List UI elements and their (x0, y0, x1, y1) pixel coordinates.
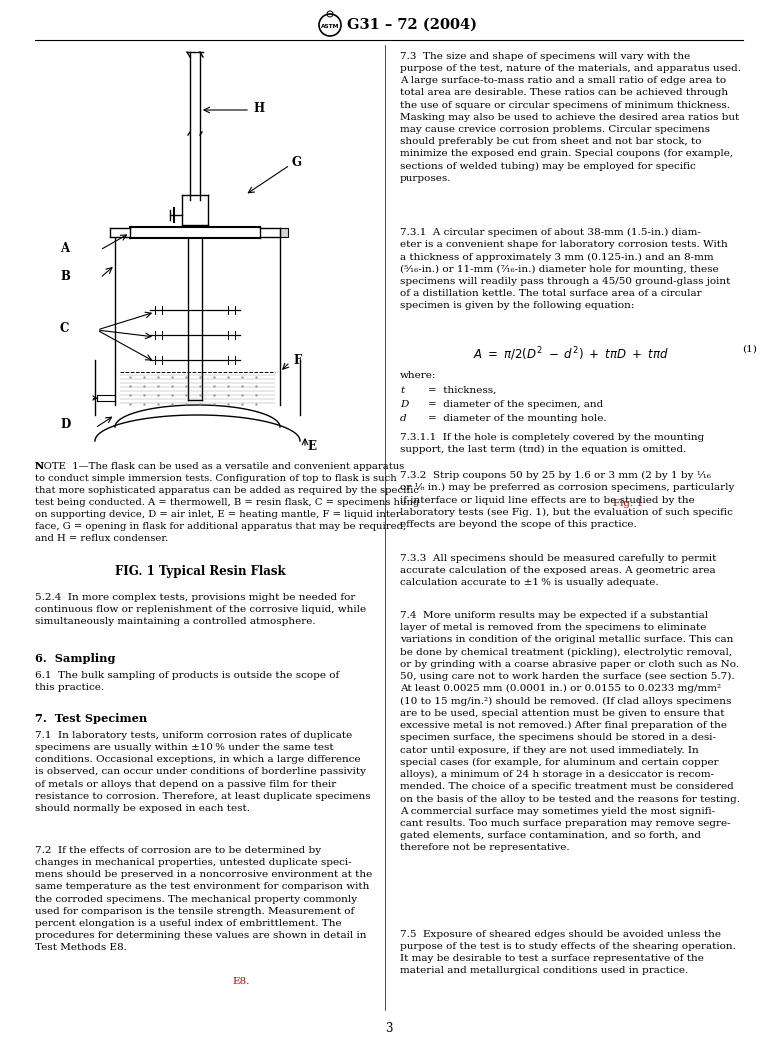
Text: H: H (253, 102, 264, 115)
Text: B: B (60, 270, 70, 282)
Text: 7.3.1  A circular specimen of about 38-mm (1.5-in.) diam-
eter is a convenient s: 7.3.1 A circular specimen of about 38-mm… (400, 228, 731, 310)
Text: G31 – 72 (2004): G31 – 72 (2004) (347, 18, 477, 32)
Text: (1): (1) (742, 345, 757, 354)
Text: A: A (60, 242, 69, 254)
Text: 6.1  The bulk sampling of products is outside the scope of
this practice.: 6.1 The bulk sampling of products is out… (35, 671, 339, 692)
Text: 7.3.3  All specimens should be measured carefully to permit
accurate calculation: 7.3.3 All specimens should be measured c… (400, 554, 717, 587)
Text: $A\ =\ \pi /2(D^{2}\ -\ d^{2})\ +\ t\pi D\ +\ t\pi d$: $A\ =\ \pi /2(D^{2}\ -\ d^{2})\ +\ t\pi … (473, 345, 669, 362)
Text: NOTE  1—The flask can be used as a versatile and convenient apparatus
to conduct: NOTE 1—The flask can be used as a versat… (35, 462, 419, 542)
Text: 7.3.2  Strip coupons 50 by 25 by 1.6 or 3 mm (2 by 1 by ¹⁄₁₆
or ⅛ in.) may be pr: 7.3.2 Strip coupons 50 by 25 by 1.6 or 3… (400, 471, 734, 529)
Text: t: t (400, 386, 404, 395)
Text: N: N (35, 462, 44, 471)
Text: 5.2.4  In more complex tests, provisions might be needed for
continuous flow or : 5.2.4 In more complex tests, provisions … (35, 593, 366, 627)
Text: ASTM: ASTM (321, 24, 339, 28)
Text: 6.  Sampling: 6. Sampling (35, 653, 115, 664)
Bar (280, 228, 288, 237)
Text: FIG. 1 Typical Resin Flask: FIG. 1 Typical Resin Flask (114, 565, 286, 578)
Text: where:: where: (400, 371, 436, 380)
Text: D: D (400, 400, 408, 409)
Text: 7.3.1.1  If the hole is completely covered by the mounting
support, the last ter: 7.3.1.1 If the hole is completely covere… (400, 433, 704, 454)
Text: D: D (60, 418, 70, 432)
Text: 7.3  The size and shape of specimens will vary with the
purpose of the test, nat: 7.3 The size and shape of specimens will… (400, 52, 741, 183)
Text: Fig. 1: Fig. 1 (613, 499, 643, 508)
Text: d: d (400, 414, 407, 423)
Text: E8.: E8. (232, 977, 250, 986)
Text: 3: 3 (385, 1022, 393, 1035)
Text: C: C (60, 322, 69, 334)
Text: 7.2  If the effects of corrosion are to be determined by
changes in mechanical p: 7.2 If the effects of corrosion are to b… (35, 846, 372, 953)
Text: 7.1  In laboratory tests, uniform corrosion rates of duplicate
specimens are usu: 7.1 In laboratory tests, uniform corrosi… (35, 731, 370, 813)
Text: E: E (307, 439, 316, 453)
Text: 7.4  More uniform results may be expected if a substantial
layer of metal is rem: 7.4 More uniform results may be expected… (400, 611, 740, 853)
Text: =  diameter of the specimen, and: = diameter of the specimen, and (428, 400, 603, 409)
Text: 7.  Test Specimen: 7. Test Specimen (35, 713, 147, 723)
Text: G: G (292, 156, 302, 170)
Text: 7.5  Exposure of sheared edges should be avoided unless the
purpose of the test : 7.5 Exposure of sheared edges should be … (400, 930, 736, 975)
Text: =  diameter of the mounting hole.: = diameter of the mounting hole. (428, 414, 607, 423)
Text: =  thickness,: = thickness, (428, 386, 496, 395)
Text: F: F (293, 354, 301, 366)
